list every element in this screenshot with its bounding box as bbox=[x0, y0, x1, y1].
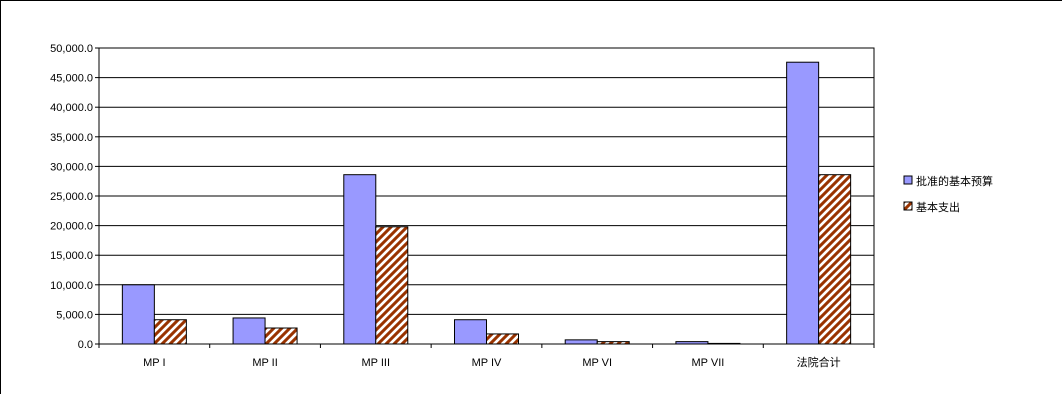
bar-budget bbox=[121, 284, 155, 345]
y-tick-label: 45,000.0 bbox=[50, 73, 93, 85]
y-tick-label: 25,000.0 bbox=[50, 191, 93, 203]
x-category-label: MP I bbox=[143, 357, 165, 369]
x-category-label: MP II bbox=[252, 357, 277, 369]
bar-expenditure bbox=[596, 341, 630, 345]
bar-budget bbox=[343, 174, 377, 345]
legend-label-expenditure: 基本支出 bbox=[916, 200, 960, 214]
legend-swatch-expenditure bbox=[903, 201, 913, 211]
y-tick-label: 5,000.0 bbox=[56, 309, 93, 321]
bar-expenditure bbox=[818, 174, 852, 345]
y-tick-label: 20,000.0 bbox=[50, 221, 93, 233]
bar-budget bbox=[675, 341, 709, 345]
bar-expenditure bbox=[486, 333, 519, 345]
x-category-label: MP VII bbox=[692, 357, 725, 369]
bar-expenditure bbox=[375, 226, 409, 345]
x-category-label: MP VI bbox=[582, 357, 612, 369]
x-category-label: MP III bbox=[362, 357, 391, 369]
y-tick-label: 30,000.0 bbox=[50, 161, 93, 173]
y-tick-label: 50,000.0 bbox=[50, 43, 93, 55]
legend-swatch-budget bbox=[903, 175, 913, 185]
bar-expenditure bbox=[264, 327, 298, 345]
y-tick-label: 0.0 bbox=[78, 339, 93, 351]
bar-budget bbox=[564, 339, 598, 345]
bar-budget bbox=[786, 61, 820, 345]
bar-budget bbox=[232, 317, 266, 345]
y-tick-label: 35,000.0 bbox=[50, 132, 93, 144]
plot-area: 0.0 5,000.0 10,000.0 15,000.0 20,000.0 25,000… bbox=[50, 43, 875, 369]
bar-budget bbox=[454, 319, 487, 345]
y-tick-label: 15,000.0 bbox=[50, 250, 93, 262]
legend-label-budget: 批准的基本预算 bbox=[916, 174, 993, 188]
x-category-label: MP IV bbox=[472, 357, 502, 369]
y-tick-label: 40,000.0 bbox=[50, 102, 93, 114]
bar-expenditure bbox=[153, 319, 187, 345]
bar-expenditure bbox=[707, 342, 741, 345]
x-category-label: 法院合计 bbox=[797, 355, 841, 369]
y-tick-label: 10,000.0 bbox=[50, 280, 93, 292]
